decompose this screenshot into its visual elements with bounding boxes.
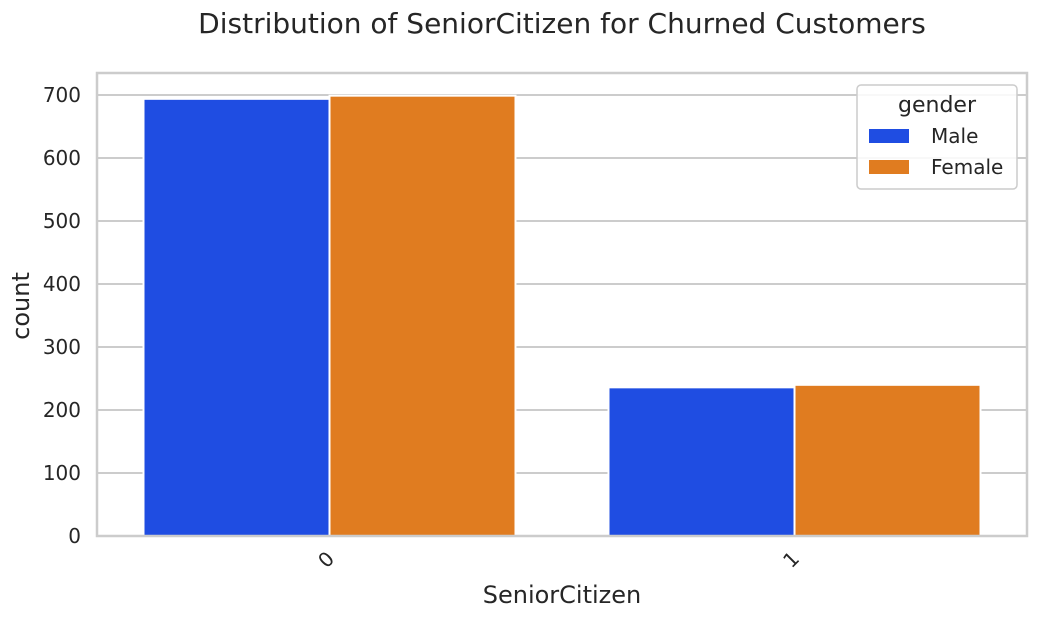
bar-male-1 bbox=[607, 386, 796, 537]
y-tick-label: 400 bbox=[43, 272, 81, 296]
y-tick-label: 0 bbox=[68, 524, 81, 548]
y-tick-label: 700 bbox=[43, 83, 81, 107]
y-tick-label: 600 bbox=[43, 146, 81, 170]
x-axis-label: SeniorCitizen bbox=[483, 581, 642, 609]
legend-swatch-male bbox=[869, 129, 909, 143]
y-axis-label: count bbox=[7, 272, 35, 340]
bar-female-1 bbox=[793, 383, 982, 537]
legend-label-female: Female bbox=[931, 155, 1003, 179]
legend-swatch-female bbox=[869, 160, 909, 174]
legend-title: gender bbox=[898, 93, 977, 118]
x-tick-label: 1 bbox=[778, 547, 804, 573]
y-tick-label: 500 bbox=[43, 209, 81, 233]
plot-area: 0 100 200 300 400 500 600 700 0 1 gender Male Female bbox=[43, 71, 1029, 573]
chart-title: Distribution of SeniorCitizen for Churne… bbox=[198, 7, 926, 40]
y-tick-label: 200 bbox=[43, 398, 81, 422]
bar-female-0 bbox=[328, 94, 517, 537]
x-tick-label: 0 bbox=[313, 547, 339, 573]
plot-frame bbox=[95, 71, 1029, 538]
y-tick-label: 100 bbox=[43, 461, 81, 485]
y-tick-label: 300 bbox=[43, 335, 81, 359]
legend-label-male: Male bbox=[931, 124, 978, 148]
bar-male-0 bbox=[142, 97, 331, 537]
